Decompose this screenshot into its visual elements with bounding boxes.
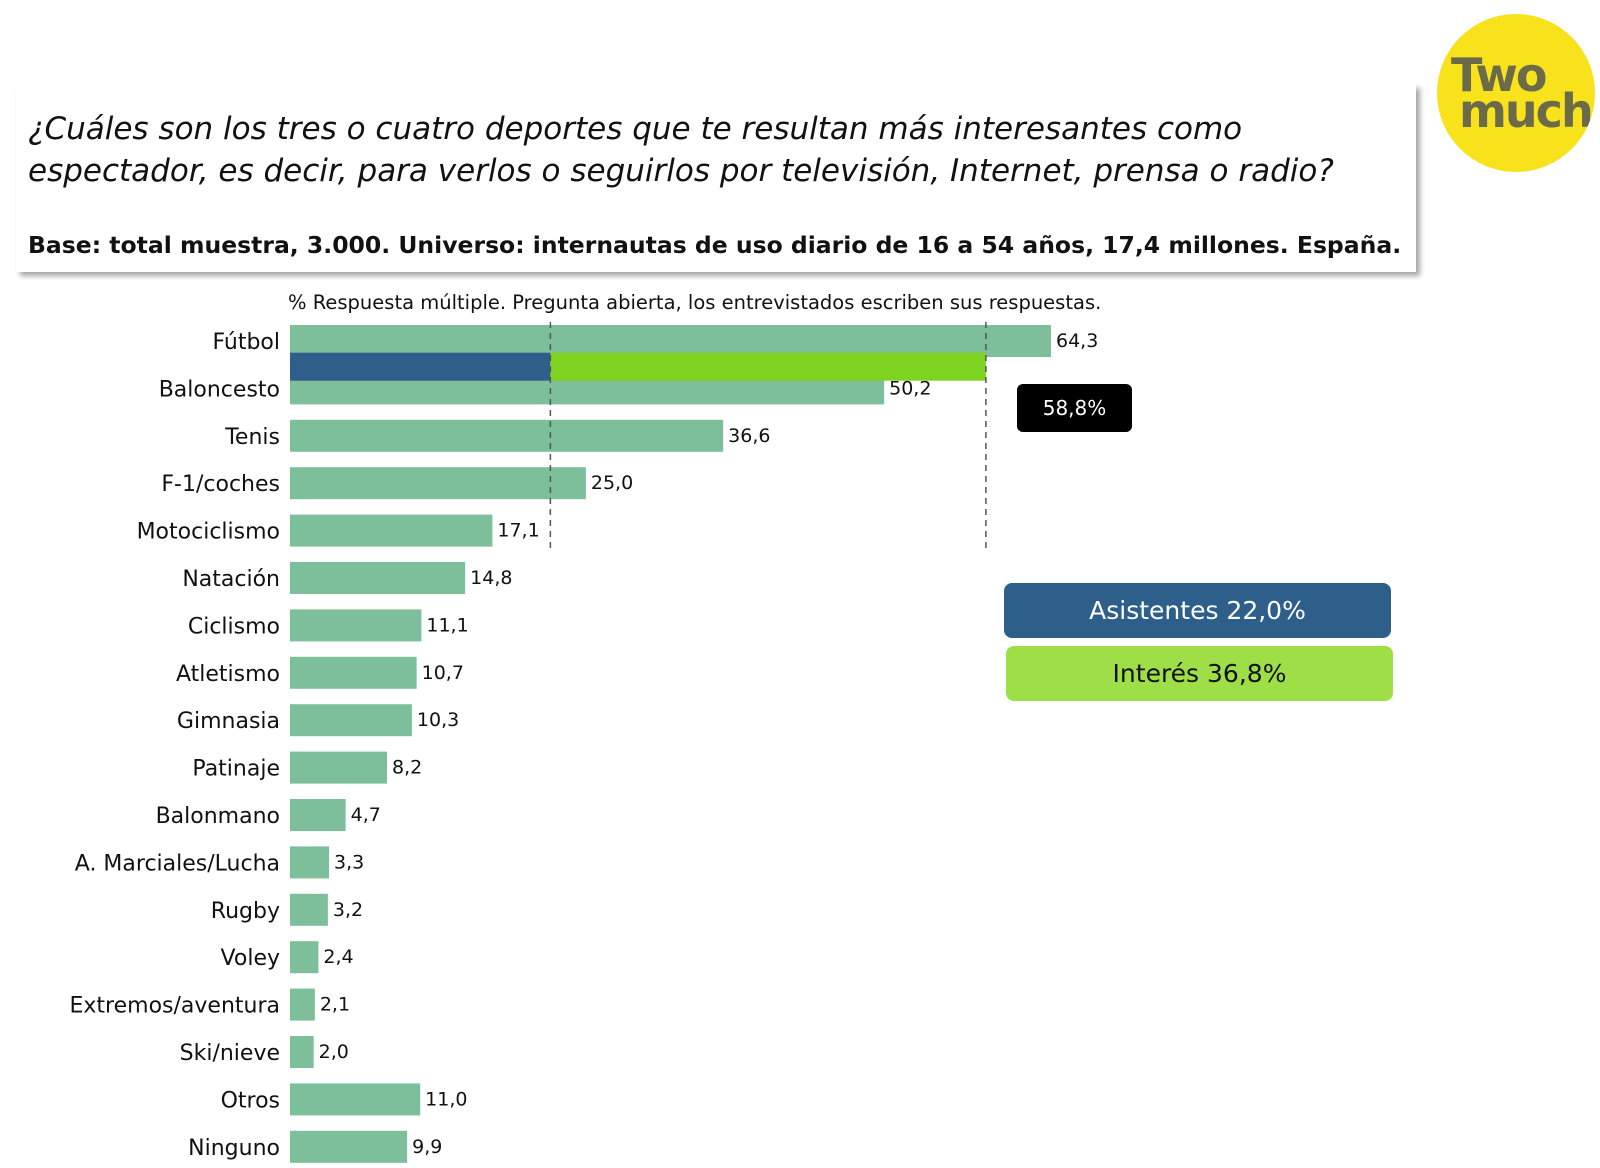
asistentes-legend: Asistentes 22,0% <box>1004 583 1391 638</box>
category-label: Atletismo <box>176 662 280 687</box>
value-label: 9,9 <box>412 1136 442 1158</box>
category-label: Tenis <box>224 425 280 450</box>
category-label: Gimnasia <box>177 709 280 734</box>
bar <box>290 514 493 547</box>
category-label: Patinaje <box>192 757 280 782</box>
value-label: 11,1 <box>426 614 468 636</box>
bar <box>290 609 422 642</box>
header-box <box>16 84 1416 272</box>
value-label: 14,8 <box>470 567 512 589</box>
value-label: 10,3 <box>417 709 459 731</box>
category-label: Rugby <box>211 899 280 924</box>
category-label: Fútbol <box>212 330 280 355</box>
value-label: 2,0 <box>319 1041 349 1063</box>
bar <box>290 419 724 452</box>
total-badge: 58,8% <box>1017 384 1132 432</box>
category-label: Extremos/aventura <box>70 994 280 1019</box>
value-label: 11,0 <box>425 1088 467 1110</box>
value-label: 3,2 <box>333 899 363 921</box>
category-label: Voley <box>221 946 280 971</box>
category-label: Ciclismo <box>188 614 280 639</box>
bar <box>290 562 466 594</box>
category-label: F-1/coches <box>161 472 280 497</box>
value-label: 50,2 <box>889 377 931 399</box>
twomuch-logo: Two much <box>1437 14 1595 172</box>
value-label: 3,3 <box>334 851 364 873</box>
bar <box>290 1130 408 1163</box>
bar <box>290 656 417 689</box>
bar <box>290 751 388 784</box>
bar <box>290 893 328 926</box>
category-label: Motociclismo <box>137 520 280 545</box>
bar <box>290 704 412 737</box>
bar <box>290 1083 421 1116</box>
bar <box>290 846 330 879</box>
breakdown-segment <box>290 352 551 381</box>
value-label: 2,1 <box>320 994 350 1016</box>
category-label: Natación <box>182 567 280 592</box>
category-label: Ski/nieve <box>180 1041 280 1066</box>
bar <box>290 941 319 974</box>
category-label: Ninguno <box>188 1136 280 1161</box>
value-label: 36,6 <box>728 425 770 447</box>
value-label: 8,2 <box>392 757 422 779</box>
logo-text-much: much <box>1459 84 1594 138</box>
bar <box>290 325 1051 357</box>
category-label: Balonmano <box>156 804 280 829</box>
question-title: ¿Cuáles son los tres o cuatro deportes q… <box>28 111 1334 189</box>
category-label: Otros <box>221 1088 280 1113</box>
value-label: 25,0 <box>591 472 633 494</box>
bar <box>290 988 315 1021</box>
value-label: 64,3 <box>1056 330 1098 352</box>
value-label: 2,4 <box>323 946 353 968</box>
bar <box>290 1036 314 1068</box>
interes-legend: Interés 36,8% <box>1006 646 1393 701</box>
value-label: 4,7 <box>351 804 381 826</box>
base-note: Base: total muestra, 3.000. Universo: in… <box>28 231 1402 259</box>
value-label: 10,7 <box>422 662 464 684</box>
bar <box>290 467 586 500</box>
category-label: A. Marciales/Lucha <box>75 851 280 876</box>
value-label: 17,1 <box>497 520 539 542</box>
chart-title: % Respuesta múltiple. Pregunta abierta, … <box>288 291 1102 314</box>
category-label: Baloncesto <box>159 377 280 402</box>
bar <box>290 799 346 831</box>
breakdown-segment <box>550 352 986 381</box>
logo-text-two: Two <box>1451 48 1547 102</box>
